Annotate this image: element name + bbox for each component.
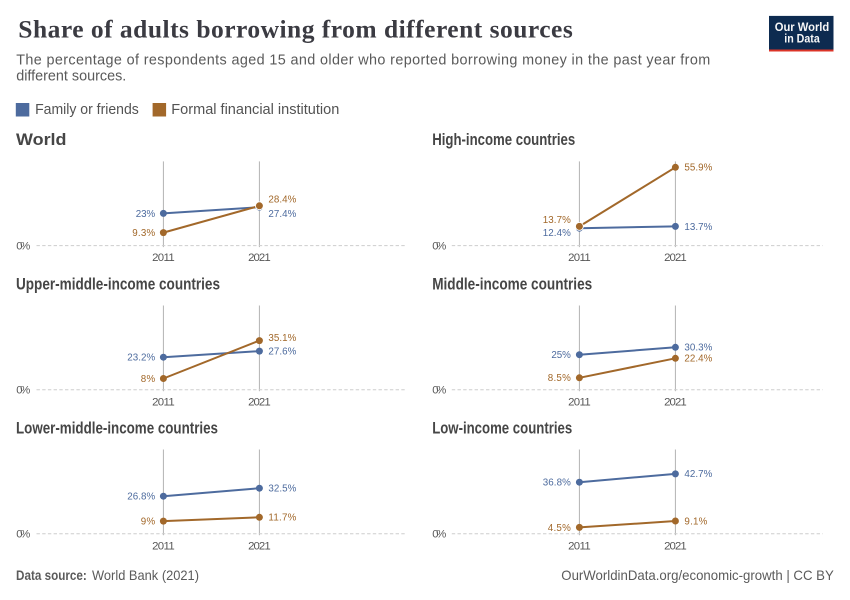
svg-text:OurWorldinData.org/economic-gr: OurWorldinData.org/economic-growth | CC … bbox=[561, 568, 834, 583]
svg-text:Share of adults borrowing from: Share of adults borrowing from different… bbox=[18, 14, 573, 43]
svg-text:11.7%: 11.7% bbox=[268, 513, 296, 524]
svg-text:2011: 2011 bbox=[568, 540, 591, 552]
svg-text:28.4%: 28.4% bbox=[268, 194, 296, 205]
svg-text:35.1%: 35.1% bbox=[268, 333, 296, 344]
svg-text:2011: 2011 bbox=[152, 252, 175, 264]
svg-text:27.4%: 27.4% bbox=[268, 209, 296, 220]
svg-text:2021: 2021 bbox=[664, 396, 687, 408]
svg-text:8.5%: 8.5% bbox=[548, 373, 571, 384]
svg-text:Middle-income countries: Middle-income countries bbox=[432, 274, 592, 293]
svg-text:World Bank (2021): World Bank (2021) bbox=[92, 568, 199, 583]
svg-text:22.4%: 22.4% bbox=[684, 354, 712, 365]
svg-text:0%: 0% bbox=[16, 385, 30, 397]
svg-text:Upper-middle-income countries: Upper-middle-income countries bbox=[16, 274, 220, 293]
svg-text:2011: 2011 bbox=[568, 252, 591, 264]
svg-text:0%: 0% bbox=[432, 241, 446, 253]
svg-text:0%: 0% bbox=[16, 529, 30, 541]
svg-text:in Data: in Data bbox=[784, 32, 820, 46]
svg-text:2021: 2021 bbox=[248, 252, 271, 264]
svg-text:30.3%: 30.3% bbox=[684, 343, 712, 354]
svg-text:2011: 2011 bbox=[152, 540, 175, 552]
svg-text:13.7%: 13.7% bbox=[543, 215, 571, 226]
svg-text:42.7%: 42.7% bbox=[684, 469, 712, 480]
svg-text:9%: 9% bbox=[141, 517, 156, 528]
svg-text:27.6%: 27.6% bbox=[268, 347, 296, 358]
svg-text:9.3%: 9.3% bbox=[132, 228, 155, 239]
svg-text:The percentage of respondents: The percentage of respondents aged 15 an… bbox=[16, 53, 710, 69]
svg-text:2021: 2021 bbox=[248, 540, 271, 552]
svg-text:Low-income countries: Low-income countries bbox=[432, 418, 572, 437]
svg-text:23%: 23% bbox=[136, 209, 156, 220]
svg-text:0%: 0% bbox=[432, 529, 446, 541]
svg-text:32.5%: 32.5% bbox=[268, 484, 296, 495]
svg-text:25%: 25% bbox=[551, 350, 571, 361]
svg-text:13.7%: 13.7% bbox=[684, 222, 712, 233]
svg-text:2021: 2021 bbox=[664, 252, 687, 264]
svg-text:2011: 2011 bbox=[568, 396, 591, 408]
svg-text:55.9%: 55.9% bbox=[684, 163, 712, 174]
svg-text:2021: 2021 bbox=[248, 396, 271, 408]
svg-text:0%: 0% bbox=[432, 385, 446, 397]
svg-text:different sources.: different sources. bbox=[16, 69, 126, 85]
svg-text:4.5%: 4.5% bbox=[548, 523, 571, 534]
svg-text:Family or friends: Family or friends bbox=[35, 102, 139, 118]
svg-text:Lower-middle-income countries: Lower-middle-income countries bbox=[16, 418, 218, 437]
svg-text:26.8%: 26.8% bbox=[127, 492, 155, 503]
svg-text:Our World: Our World bbox=[775, 20, 830, 34]
svg-text:23.2%: 23.2% bbox=[127, 353, 155, 364]
svg-text:High-income countries: High-income countries bbox=[432, 130, 575, 149]
svg-text:9.1%: 9.1% bbox=[684, 516, 707, 527]
svg-text:12.4%: 12.4% bbox=[543, 228, 571, 239]
svg-text:Formal financial institution: Formal financial institution bbox=[171, 102, 339, 118]
svg-text:36.8%: 36.8% bbox=[543, 478, 571, 489]
svg-text:2021: 2021 bbox=[664, 540, 687, 552]
svg-text:World: World bbox=[16, 130, 67, 149]
svg-text:8%: 8% bbox=[141, 374, 156, 385]
svg-text:0%: 0% bbox=[16, 241, 30, 253]
svg-text:2011: 2011 bbox=[152, 396, 175, 408]
svg-text:Data source:: Data source: bbox=[16, 568, 87, 583]
